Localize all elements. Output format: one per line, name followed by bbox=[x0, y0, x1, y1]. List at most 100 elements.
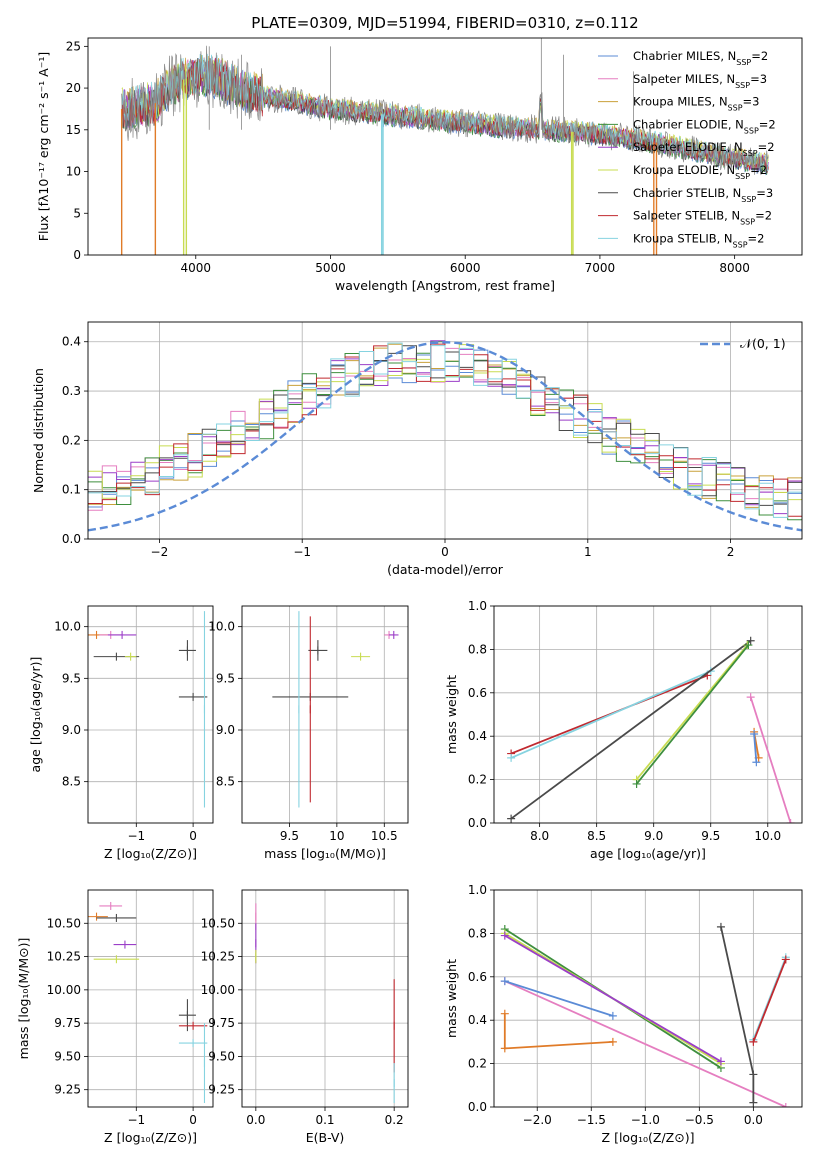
series-line bbox=[635, 644, 748, 781]
x-axis-label: Z [log₁₀(Z/Z⊙)] bbox=[104, 846, 197, 861]
spectrum-line bbox=[121, 53, 769, 173]
legend-subscript: SSP bbox=[736, 58, 751, 67]
y-tick-label: 0.4 bbox=[62, 335, 81, 349]
y-tick-label: 0.0 bbox=[62, 532, 81, 546]
legend-suffix: =3 bbox=[743, 95, 760, 109]
histogram-step bbox=[88, 342, 802, 518]
plus-marker bbox=[716, 922, 725, 931]
y-tick-label: 0.8 bbox=[468, 642, 487, 656]
mass-vs-EBV-panel: 0.0 0.1 0.2 9.25 9.50 9.75 10.00 10.25 10.50 E(B-… bbox=[201, 889, 409, 1145]
plot-area bbox=[507, 636, 795, 823]
residuals-panel: −2 −1 0 1 2 0.0 0.1 0.2 0.3 0.4 (data-model)/error… bbox=[31, 321, 803, 577]
y-tick-label: 9.5 bbox=[62, 671, 81, 685]
y-axis-label: Normed distribution bbox=[31, 368, 46, 493]
plot-area bbox=[88, 901, 208, 1104]
plus-marker bbox=[750, 730, 759, 739]
legend-label: Salpeter MILES, NSSP=3 bbox=[633, 72, 767, 90]
legend-subscript: SSP bbox=[740, 217, 755, 226]
x-axis-label: mass [log₁₀(M/M⊙)] bbox=[264, 846, 386, 861]
series-line bbox=[753, 733, 758, 763]
plus-marker bbox=[500, 1044, 509, 1053]
figure-title: PLATE=0309, MJD=51994, FIBERID=0310, z=0… bbox=[251, 14, 638, 32]
x-tick-label: 0 bbox=[189, 1113, 197, 1127]
axes-frame bbox=[87, 605, 214, 824]
plus-marker bbox=[746, 693, 755, 702]
plot-area bbox=[88, 340, 802, 532]
plus-marker bbox=[500, 1009, 509, 1018]
y-tick-label: 9.25 bbox=[208, 1083, 235, 1097]
x-tick-label: 0.1 bbox=[315, 1113, 334, 1127]
series-line bbox=[752, 959, 787, 1043]
y-tick-label: 0.3 bbox=[62, 384, 81, 398]
x-tick-label: 10.5 bbox=[371, 829, 398, 843]
plus-marker bbox=[786, 819, 795, 823]
y-tick-label: 9.50 bbox=[208, 1049, 235, 1063]
plot-area bbox=[120, 38, 769, 255]
y-tick-label: 0.4 bbox=[468, 729, 487, 743]
legend-label: Kroupa MILES, NSSP=3 bbox=[633, 95, 759, 113]
y-tick-label: 0.0 bbox=[468, 816, 487, 830]
plot-area bbox=[272, 611, 399, 808]
axes-frame bbox=[493, 889, 803, 1108]
x-axis-label: E(B-V) bbox=[306, 1130, 345, 1145]
x-axis-label: age [log₁₀(age/yr)] bbox=[590, 846, 706, 861]
y-tick-label: 20 bbox=[66, 81, 81, 95]
histogram-step bbox=[88, 344, 802, 501]
legend-subscript: SSP bbox=[741, 194, 756, 203]
plus-marker bbox=[752, 758, 761, 767]
y-tick-label: 9.25 bbox=[54, 1083, 81, 1097]
y-tick-label: 0.1 bbox=[62, 483, 81, 497]
y-tick-label: 10.0 bbox=[54, 620, 81, 634]
x-tick-label: 0.0 bbox=[246, 1113, 265, 1127]
y-tick-label: 0.6 bbox=[468, 970, 487, 984]
weight-vs-age-panel: 8.0 8.5 9.0 9.5 10.0 0.0 0.2 0.4 0.6 0.8 1.0 age [l… bbox=[444, 599, 803, 861]
legend-label: Kroupa ELODIE, NSSP=2 bbox=[633, 163, 767, 181]
weight-vs-Z-panel: −2.0 −1.5 −1.0 −0.5 0.0 0.0 0.2 0.4 0.6 0.8 1.0 Z [… bbox=[444, 883, 803, 1145]
mass-vs-Z-panel: −1 0 9.25 9.50 9.75 10.00 10.25 10.50 Z [log₁₀(Z… bbox=[16, 889, 214, 1145]
y-tick-label: 9.75 bbox=[208, 1016, 235, 1030]
x-tick-label: 10 bbox=[329, 829, 344, 843]
x-axis-label: wavelength [Angstrom, rest frame] bbox=[335, 278, 555, 293]
plus-marker bbox=[781, 1103, 790, 1107]
x-tick-label: 8.0 bbox=[530, 829, 549, 843]
plus-marker bbox=[749, 1098, 758, 1107]
y-tick-label: 0.8 bbox=[468, 926, 487, 940]
y-tick-label: 15 bbox=[66, 123, 81, 137]
x-tick-label: 10.0 bbox=[754, 829, 781, 843]
y-axis-label: age [log₁₀(age/yr)] bbox=[28, 657, 43, 773]
y-tick-label: 10.00 bbox=[201, 983, 235, 997]
x-tick-label: −1.5 bbox=[577, 1113, 606, 1127]
y-tick-label: 9.5 bbox=[216, 671, 235, 685]
y-tick-label: 10.25 bbox=[47, 950, 81, 964]
series-line bbox=[504, 980, 614, 1017]
y-tick-label: 9.50 bbox=[54, 1049, 81, 1063]
plus-marker bbox=[744, 641, 753, 650]
y-axis-label: mass weight bbox=[444, 959, 459, 1038]
legend-subscript: SSP bbox=[733, 240, 748, 249]
y-axis-label: mass [log₁₀(M/M⊙)] bbox=[16, 938, 31, 1060]
age-vs-Z-panel: −1 0 8.5 9.0 9.5 10.0 Z [log₁₀(Z/Z⊙)] age [log₁… bbox=[28, 605, 214, 861]
legend-suffix: =2 bbox=[759, 117, 776, 131]
y-tick-label: 0.6 bbox=[468, 686, 487, 700]
y-tick-label: 10.25 bbox=[201, 950, 235, 964]
age-vs-mass-panel: 9.5 10 10.5 8.5 9.0 9.5 10.0 mass [log₁₀(M/M⊙)] bbox=[208, 605, 409, 861]
legend-suffix: =2 bbox=[751, 49, 768, 63]
legend-suffix: =3 bbox=[750, 72, 767, 86]
x-tick-label: 0 bbox=[189, 829, 197, 843]
legend-label: Salpeter ELODIE, NSSP=2 bbox=[633, 140, 775, 158]
legend-label: Chabrier STELIB, NSSP=3 bbox=[633, 186, 773, 204]
legend-label: Chabrier MILES, NSSP=2 bbox=[633, 49, 768, 67]
y-axis-label: mass weight bbox=[444, 675, 459, 754]
x-tick-label: 6000 bbox=[450, 261, 481, 275]
y-tick-label: 9.75 bbox=[54, 1016, 81, 1030]
x-tick-label: 4000 bbox=[181, 261, 212, 275]
x-tick-label: 8000 bbox=[719, 261, 750, 275]
plus-marker bbox=[608, 1011, 617, 1020]
axes-frame bbox=[241, 605, 409, 824]
plus-marker bbox=[500, 977, 509, 986]
x-tick-label: 2 bbox=[727, 545, 735, 559]
y-tick-label: 5 bbox=[73, 206, 81, 220]
y-axis-label: Flux [fλ10⁻¹⁷ erg cm⁻² s⁻¹ A⁻¹] bbox=[36, 52, 51, 241]
axes-frame bbox=[87, 321, 803, 540]
y-tick-label: 0 bbox=[73, 248, 81, 262]
